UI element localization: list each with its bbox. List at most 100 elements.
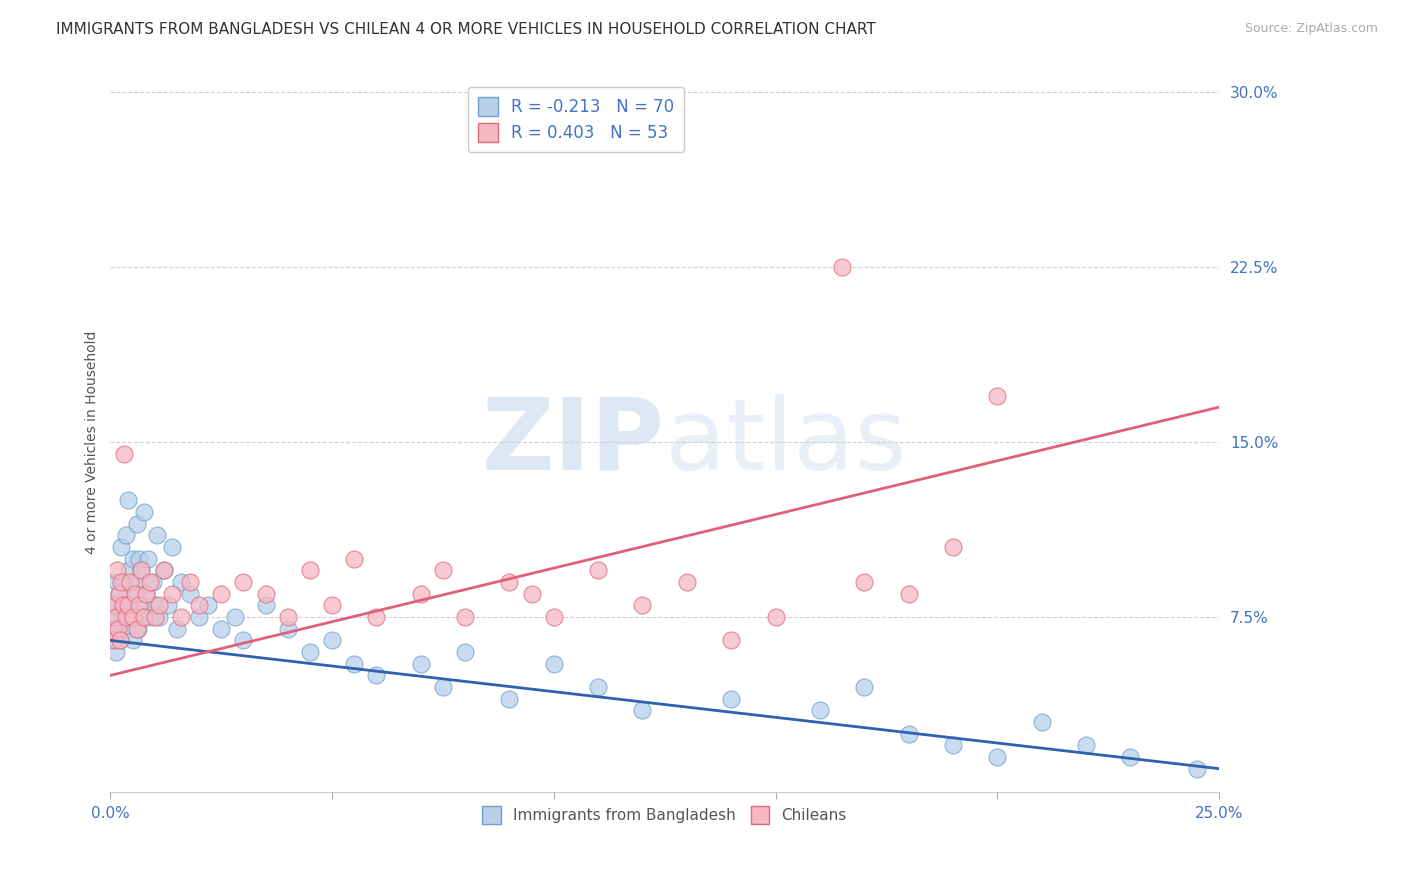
Point [543,610,565,624]
Point [179,575,201,590]
Point [675,575,697,590]
Point [586,680,609,694]
Point [343,657,366,671]
Point [148,599,170,613]
Point [853,680,876,694]
Point [103,633,125,648]
Point [129,599,152,613]
Point [942,739,965,753]
Point [105,575,128,590]
Point [112,575,135,590]
Point [128,599,150,613]
Point [125,587,148,601]
Point [101,633,124,648]
Point [321,633,343,648]
Point [209,622,232,636]
Point [1074,739,1097,753]
Point [124,587,146,601]
Point [1031,714,1053,729]
Point [104,645,127,659]
Point [454,645,477,659]
Point [152,563,174,577]
Point [520,587,543,601]
Point [104,599,127,613]
Point [157,599,180,613]
Point [409,587,432,601]
Point [146,528,169,542]
Point [432,563,454,577]
Point [986,388,1008,402]
Text: IMMIGRANTS FROM BANGLADESH VS CHILEAN 4 OR MORE VEHICLES IN HOUSEHOLD CORRELATIO: IMMIGRANTS FROM BANGLADESH VS CHILEAN 4 … [56,22,876,37]
Point [135,587,157,601]
Point [107,622,129,636]
Point [162,587,184,601]
Point [127,622,149,636]
Point [897,726,920,740]
Point [121,610,143,624]
Point [110,575,132,590]
Point [131,610,153,624]
Point [188,599,211,613]
Point [107,622,129,636]
Point [104,599,127,613]
Point [131,563,153,577]
Point [543,657,565,671]
Point [110,540,132,554]
Point [117,599,139,613]
Point [720,691,742,706]
Point [224,610,246,624]
Point [112,447,135,461]
Point [720,633,742,648]
Point [128,551,150,566]
Point [148,610,170,624]
Point [101,622,124,636]
Point [118,563,141,577]
Point [498,575,520,590]
Point [143,610,166,624]
Point [254,599,277,613]
Text: Source: ZipAtlas.com: Source: ZipAtlas.com [1244,22,1378,36]
Point [366,668,388,682]
Text: ZIP: ZIP [482,393,665,491]
Point [254,587,277,601]
Point [108,633,131,648]
Y-axis label: 4 or more Vehicles in Household: 4 or more Vehicles in Household [86,330,100,554]
Point [454,610,477,624]
Point [298,563,321,577]
Point [103,610,125,624]
Point [232,633,254,648]
Point [188,610,211,624]
Point [117,493,139,508]
Point [111,610,134,624]
Point [111,599,134,613]
Point [132,610,155,624]
Point [343,551,366,566]
Point [124,575,146,590]
Point [831,260,853,275]
Point [132,505,155,519]
Point [166,622,188,636]
Point [117,622,139,636]
Point [808,703,831,717]
Point [141,575,163,590]
Point [121,610,143,624]
Point [986,750,1008,764]
Point [162,540,184,554]
Point [121,551,143,566]
Point [108,587,131,601]
Legend: Immigrants from Bangladesh, Chileans: Immigrants from Bangladesh, Chileans [474,797,856,833]
Point [139,610,162,624]
Point [125,516,148,531]
Point [853,575,876,590]
Point [120,599,142,613]
Point [366,610,388,624]
Point [586,563,609,577]
Point [135,587,157,601]
Point [143,599,166,613]
Point [197,599,219,613]
Text: atlas: atlas [665,393,907,491]
Point [136,551,159,566]
Point [631,703,654,717]
Point [114,599,136,613]
Point [409,657,432,671]
